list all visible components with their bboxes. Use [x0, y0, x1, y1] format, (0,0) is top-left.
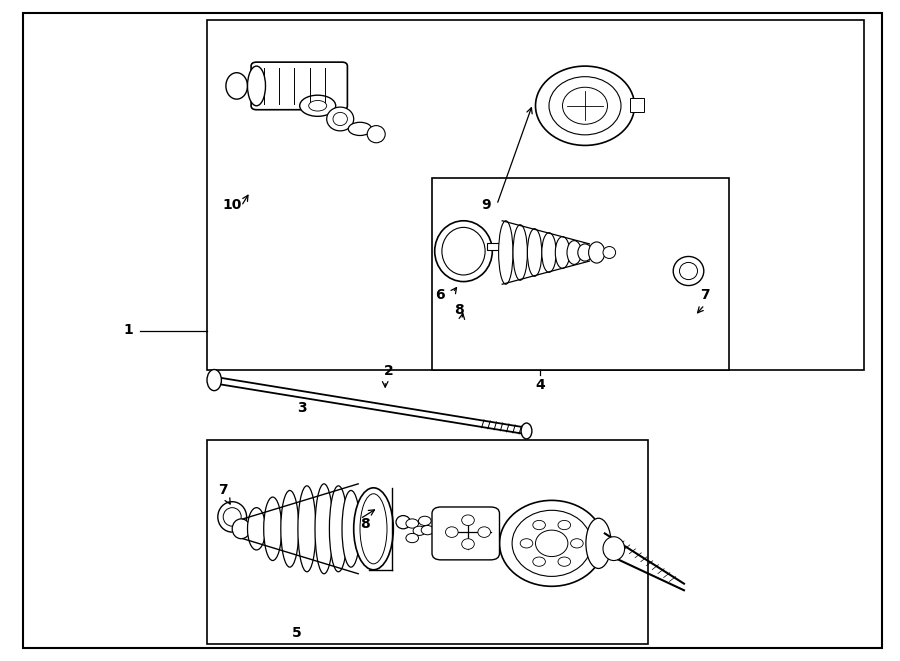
Ellipse shape [603, 537, 625, 561]
Bar [432, 178, 729, 370]
Ellipse shape [413, 526, 426, 535]
Ellipse shape [578, 244, 592, 261]
Ellipse shape [329, 486, 347, 572]
Ellipse shape [442, 227, 485, 275]
Ellipse shape [555, 237, 570, 268]
Text: 8: 8 [454, 303, 464, 317]
Ellipse shape [549, 77, 621, 135]
Ellipse shape [527, 229, 542, 276]
Ellipse shape [342, 490, 360, 567]
Text: 5: 5 [292, 626, 302, 640]
Ellipse shape [513, 225, 527, 280]
Ellipse shape [327, 107, 354, 131]
Ellipse shape [558, 520, 571, 529]
Text: 10: 10 [222, 198, 242, 212]
Ellipse shape [309, 100, 327, 111]
Text: 4: 4 [536, 378, 544, 392]
Bar [207, 440, 648, 644]
Ellipse shape [248, 66, 266, 106]
Ellipse shape [536, 530, 568, 557]
Ellipse shape [232, 519, 250, 539]
Ellipse shape [533, 520, 545, 529]
Ellipse shape [478, 527, 491, 537]
Ellipse shape [406, 519, 419, 528]
Ellipse shape [499, 221, 513, 284]
Ellipse shape [360, 494, 387, 564]
Ellipse shape [603, 247, 616, 258]
Ellipse shape [435, 221, 492, 282]
Ellipse shape [536, 66, 634, 145]
Text: 1: 1 [123, 323, 133, 338]
Text: 7: 7 [700, 288, 709, 302]
Ellipse shape [348, 122, 372, 136]
Ellipse shape [367, 126, 385, 143]
Ellipse shape [520, 539, 533, 548]
Ellipse shape [562, 87, 608, 124]
Text: 3: 3 [297, 401, 306, 415]
Ellipse shape [248, 508, 266, 550]
Text: 2: 2 [384, 364, 393, 378]
Ellipse shape [462, 539, 474, 549]
Ellipse shape [567, 241, 581, 264]
Ellipse shape [673, 256, 704, 286]
Bar [207, 20, 864, 370]
Text: 7: 7 [219, 483, 228, 497]
Ellipse shape [315, 484, 333, 574]
Text: 8: 8 [360, 517, 370, 531]
Ellipse shape [396, 516, 410, 529]
Ellipse shape [223, 508, 241, 526]
Ellipse shape [264, 497, 282, 561]
Ellipse shape [680, 262, 698, 280]
Ellipse shape [462, 515, 474, 525]
Ellipse shape [354, 488, 393, 570]
Ellipse shape [558, 557, 571, 566]
Ellipse shape [226, 73, 248, 99]
Ellipse shape [406, 533, 419, 543]
Ellipse shape [586, 518, 611, 568]
Ellipse shape [542, 233, 556, 272]
Bar [630, 98, 644, 112]
Ellipse shape [300, 95, 336, 116]
Ellipse shape [512, 510, 591, 576]
Ellipse shape [421, 525, 434, 535]
Text: 6: 6 [435, 288, 445, 303]
Ellipse shape [281, 490, 299, 567]
Ellipse shape [589, 242, 605, 263]
Ellipse shape [207, 369, 221, 391]
Ellipse shape [521, 423, 532, 439]
FancyBboxPatch shape [432, 507, 500, 560]
Ellipse shape [418, 516, 431, 525]
Ellipse shape [571, 539, 583, 548]
Ellipse shape [446, 527, 458, 537]
Text: 9: 9 [481, 198, 491, 212]
Ellipse shape [218, 502, 247, 532]
Bar [487, 243, 501, 250]
FancyBboxPatch shape [251, 62, 347, 110]
Ellipse shape [500, 500, 604, 586]
Ellipse shape [533, 557, 545, 566]
Ellipse shape [333, 112, 347, 126]
Ellipse shape [298, 486, 316, 572]
